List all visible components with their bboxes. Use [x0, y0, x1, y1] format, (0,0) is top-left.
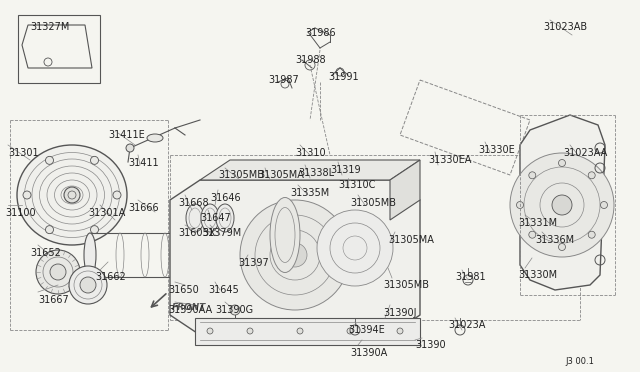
Text: 31394E: 31394E [348, 325, 385, 335]
Text: 31390AA: 31390AA [168, 305, 212, 315]
Ellipse shape [80, 277, 96, 293]
Text: 31652: 31652 [30, 248, 61, 258]
Text: 31305MA: 31305MA [258, 170, 304, 180]
Circle shape [600, 202, 607, 208]
Circle shape [23, 191, 31, 199]
Text: 31981: 31981 [455, 272, 486, 282]
Text: 31605X: 31605X [178, 228, 216, 238]
Text: 31986: 31986 [305, 28, 335, 38]
Text: 31662: 31662 [95, 272, 125, 282]
Text: 31310: 31310 [295, 148, 326, 158]
Circle shape [297, 328, 303, 334]
Text: 31987: 31987 [268, 75, 299, 85]
Circle shape [113, 191, 121, 199]
Text: 31991: 31991 [328, 72, 358, 82]
Ellipse shape [69, 266, 107, 304]
Text: J3 00.1: J3 00.1 [565, 357, 594, 366]
Circle shape [90, 156, 99, 164]
Ellipse shape [201, 204, 219, 232]
Circle shape [207, 328, 213, 334]
Text: 31331M: 31331M [518, 218, 557, 228]
Text: 31305MB: 31305MB [383, 280, 429, 290]
Text: 31023AB: 31023AB [543, 22, 587, 32]
Circle shape [552, 195, 572, 215]
Ellipse shape [186, 204, 204, 232]
Text: 31301A: 31301A [88, 208, 125, 218]
Text: 31668: 31668 [178, 198, 209, 208]
Text: 31100: 31100 [5, 208, 36, 218]
Ellipse shape [270, 198, 300, 273]
Polygon shape [520, 115, 605, 290]
Text: 31647: 31647 [200, 213, 231, 223]
Text: 31411E: 31411E [108, 130, 145, 140]
Text: 31305MA: 31305MA [388, 235, 434, 245]
Circle shape [317, 210, 393, 286]
Circle shape [559, 244, 566, 250]
Text: 31338L: 31338L [298, 168, 334, 178]
Circle shape [247, 328, 253, 334]
Text: 31646: 31646 [210, 193, 241, 203]
Polygon shape [195, 318, 420, 345]
Ellipse shape [264, 233, 276, 277]
Polygon shape [200, 160, 420, 180]
Text: 31390: 31390 [415, 340, 445, 350]
Text: 31305MB: 31305MB [218, 170, 264, 180]
Text: 31023AA: 31023AA [563, 148, 607, 158]
Circle shape [240, 200, 350, 310]
Circle shape [559, 160, 566, 167]
Bar [18, 15, 100, 83]
Text: 31390J: 31390J [383, 308, 417, 318]
Ellipse shape [147, 134, 163, 142]
Circle shape [588, 231, 595, 238]
Text: 31023A: 31023A [448, 320, 485, 330]
Text: 31390A: 31390A [350, 348, 387, 358]
Text: 31336M: 31336M [535, 235, 574, 245]
Circle shape [529, 172, 536, 179]
Ellipse shape [216, 204, 234, 232]
Circle shape [510, 153, 614, 257]
Text: 31330M: 31330M [518, 270, 557, 280]
Circle shape [529, 231, 536, 238]
Ellipse shape [17, 145, 127, 245]
Text: FRONT: FRONT [172, 303, 206, 312]
Text: 31327M: 31327M [30, 22, 69, 32]
Text: 31645: 31645 [208, 285, 239, 295]
Text: 31650: 31650 [168, 285, 199, 295]
Circle shape [588, 172, 595, 179]
Text: 31390G: 31390G [215, 305, 253, 315]
Polygon shape [390, 160, 420, 220]
Ellipse shape [84, 233, 96, 277]
Circle shape [36, 250, 80, 294]
Text: 31330EA: 31330EA [428, 155, 472, 165]
Polygon shape [170, 180, 420, 335]
Text: 31305MB: 31305MB [350, 198, 396, 208]
Circle shape [283, 243, 307, 267]
Text: 31301: 31301 [8, 148, 38, 158]
Circle shape [45, 156, 54, 164]
Text: 31319: 31319 [330, 165, 360, 175]
Text: 31667: 31667 [38, 295, 68, 305]
Circle shape [50, 264, 66, 280]
Text: 31310C: 31310C [338, 180, 376, 190]
Circle shape [45, 226, 54, 234]
Circle shape [230, 305, 240, 315]
Text: 31666: 31666 [128, 203, 159, 213]
Circle shape [126, 144, 134, 152]
Circle shape [516, 202, 524, 208]
Circle shape [64, 187, 80, 203]
Text: 31411: 31411 [128, 158, 159, 168]
Circle shape [397, 328, 403, 334]
Text: 31330E: 31330E [478, 145, 515, 155]
Circle shape [347, 328, 353, 334]
Circle shape [90, 226, 99, 234]
Text: 31397: 31397 [238, 258, 269, 268]
Text: 31988: 31988 [295, 55, 326, 65]
Text: 31335M: 31335M [290, 188, 329, 198]
Text: 31379M: 31379M [202, 228, 241, 238]
